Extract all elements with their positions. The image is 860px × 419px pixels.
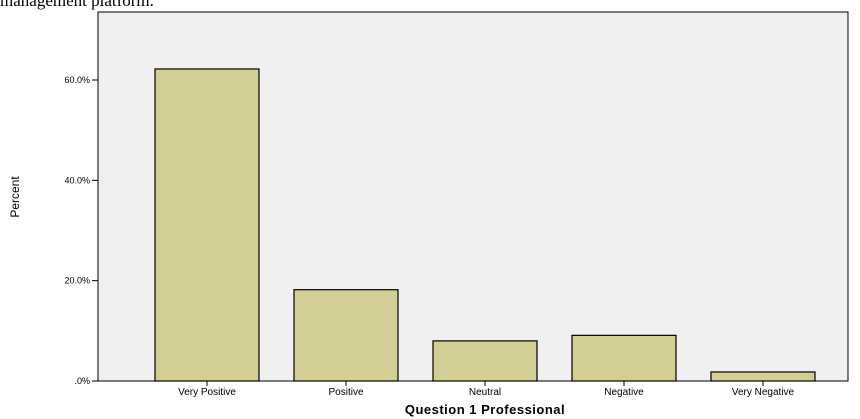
- x-tick-label: Positive: [328, 387, 363, 398]
- y-tick-label: .0%: [74, 376, 90, 386]
- y-tick-label: 60.0%: [64, 75, 90, 85]
- bar-neutral: [432, 340, 538, 382]
- x-tick-label: Neutral: [469, 387, 501, 398]
- bar-very-positive: [154, 68, 260, 382]
- x-tick-label: Very Negative: [732, 387, 795, 398]
- x-axis: Very Positive Positive Neutral Negative Very…: [178, 381, 795, 398]
- y-axis-label: Percent: [8, 176, 22, 218]
- y-tick-label: 40.0%: [64, 175, 90, 185]
- y-tick-label: 20.0%: [64, 276, 90, 286]
- bars: [154, 68, 816, 382]
- y-axis: .0% 20.0% 40.0% 60.0%: [64, 75, 98, 386]
- caption-fragment: management platform.: [0, 0, 154, 10]
- bar-very-negative: [710, 371, 816, 382]
- bar-positive: [293, 289, 399, 382]
- x-axis-label: Question 1 Professional: [405, 402, 565, 417]
- x-tick-label: Negative: [604, 387, 644, 398]
- x-tick-label: Very Positive: [178, 387, 236, 398]
- bar-negative: [571, 334, 677, 382]
